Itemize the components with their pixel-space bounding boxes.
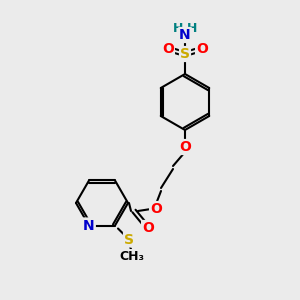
- Text: S: S: [124, 232, 134, 247]
- Text: S: S: [180, 47, 190, 61]
- Text: O: O: [142, 221, 154, 235]
- Text: H: H: [173, 22, 183, 35]
- Text: N: N: [83, 218, 95, 233]
- Text: O: O: [196, 42, 208, 56]
- Text: O: O: [150, 202, 162, 216]
- Text: O: O: [179, 140, 191, 154]
- Text: O: O: [162, 42, 174, 56]
- Text: H: H: [187, 22, 197, 35]
- Text: N: N: [179, 28, 191, 42]
- Text: CH₃: CH₃: [119, 250, 145, 263]
